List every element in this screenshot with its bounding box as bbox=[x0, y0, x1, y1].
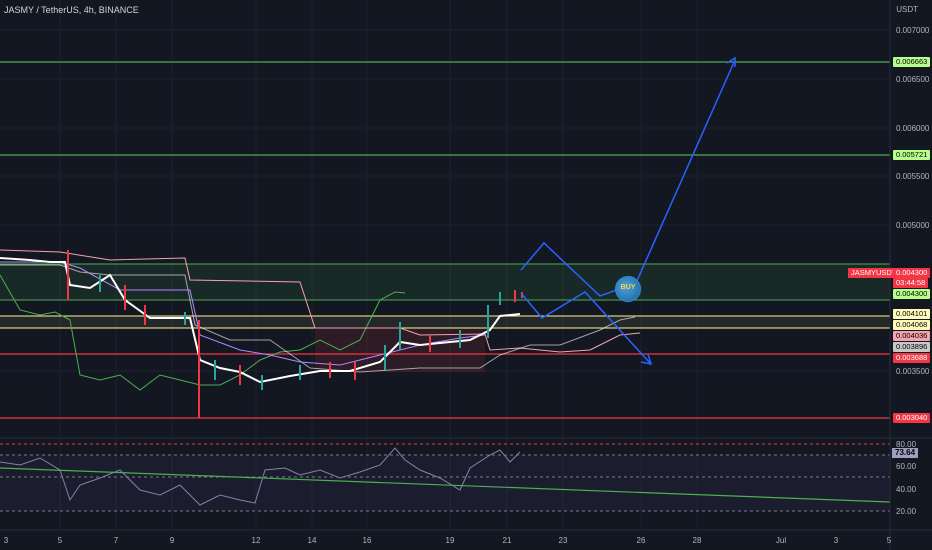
price-tick: 0.007000 bbox=[896, 26, 930, 35]
projection-arrows[interactable] bbox=[520, 56, 736, 365]
current-price-tag: 0.004300 bbox=[893, 268, 931, 278]
price-line bbox=[0, 257, 521, 384]
level-tag-yellow[interactable]: 0.004101 bbox=[893, 309, 931, 319]
time-tick: 7 bbox=[113, 536, 119, 545]
time-tick: 26 bbox=[636, 536, 646, 545]
price-tick: 0.006000 bbox=[896, 124, 930, 133]
level-tag-green[interactable]: 0.006663 bbox=[893, 57, 931, 67]
time-tick: Jul bbox=[775, 536, 787, 545]
time-tick: 3 bbox=[833, 536, 839, 545]
rsi-value-tag: 73.64 bbox=[892, 448, 919, 458]
price-tick: 0.005500 bbox=[896, 172, 930, 181]
rsi-guides bbox=[0, 454, 890, 512]
level-tag-green[interactable]: 0.005721 bbox=[893, 150, 931, 160]
countdown-tag: 03:44:58 bbox=[893, 278, 929, 288]
level-tag-red[interactable]: 0.003040 bbox=[893, 413, 931, 423]
level-tag-red[interactable]: 0.003688 bbox=[893, 353, 931, 363]
base-line bbox=[0, 261, 486, 366]
time-tick: 21 bbox=[502, 536, 512, 545]
time-tick: 16 bbox=[362, 536, 372, 545]
rsi-tick: 20.00 bbox=[896, 507, 917, 516]
time-tick: 5 bbox=[886, 536, 892, 545]
rsi-line bbox=[0, 447, 521, 506]
currency-label: USDT bbox=[896, 5, 918, 14]
rsi-tick: 60.00 bbox=[896, 462, 917, 471]
time-tick: 9 bbox=[169, 536, 175, 545]
time-tick: 28 bbox=[692, 536, 702, 545]
price-tick: 0.003500 bbox=[896, 367, 930, 376]
support-zone bbox=[0, 316, 890, 328]
resistance-zone bbox=[0, 264, 890, 300]
leading-span-a bbox=[0, 249, 641, 353]
price-tick: 0.005000 bbox=[896, 221, 930, 230]
level-tag-green[interactable]: 0.004300 bbox=[893, 289, 931, 299]
time-tick: 14 bbox=[307, 536, 317, 545]
symbol-title: JASMY / TetherUS, 4h, BINANCE bbox=[4, 5, 139, 15]
time-tick: 23 bbox=[558, 536, 568, 545]
price-tick: 0.006500 bbox=[896, 75, 930, 84]
buy-label: BUY bbox=[620, 284, 636, 291]
level-tag-yellow[interactable]: 0.004068 bbox=[893, 320, 931, 330]
rsi-tick: 40.00 bbox=[896, 485, 917, 494]
grid bbox=[0, 0, 890, 530]
candles bbox=[67, 250, 523, 418]
rsi-trendline[interactable] bbox=[0, 467, 891, 503]
rsi-band bbox=[0, 455, 890, 511]
lagging-span bbox=[0, 274, 406, 391]
level-lines[interactable] bbox=[0, 61, 890, 419]
time-tick: 3 bbox=[3, 536, 9, 545]
symbol-tag: JASMYUSDT bbox=[848, 268, 900, 278]
level-tag-pink[interactable]: 0.004036 bbox=[893, 331, 931, 341]
time-tick: 12 bbox=[251, 536, 261, 545]
buy-icon[interactable]: BUY bbox=[615, 276, 641, 302]
time-tick: 19 bbox=[445, 536, 455, 545]
time-tick: 5 bbox=[57, 536, 63, 545]
rsi-tick: 80.00 bbox=[896, 440, 917, 449]
level-tag-gray[interactable]: 0.003896 bbox=[893, 342, 931, 352]
